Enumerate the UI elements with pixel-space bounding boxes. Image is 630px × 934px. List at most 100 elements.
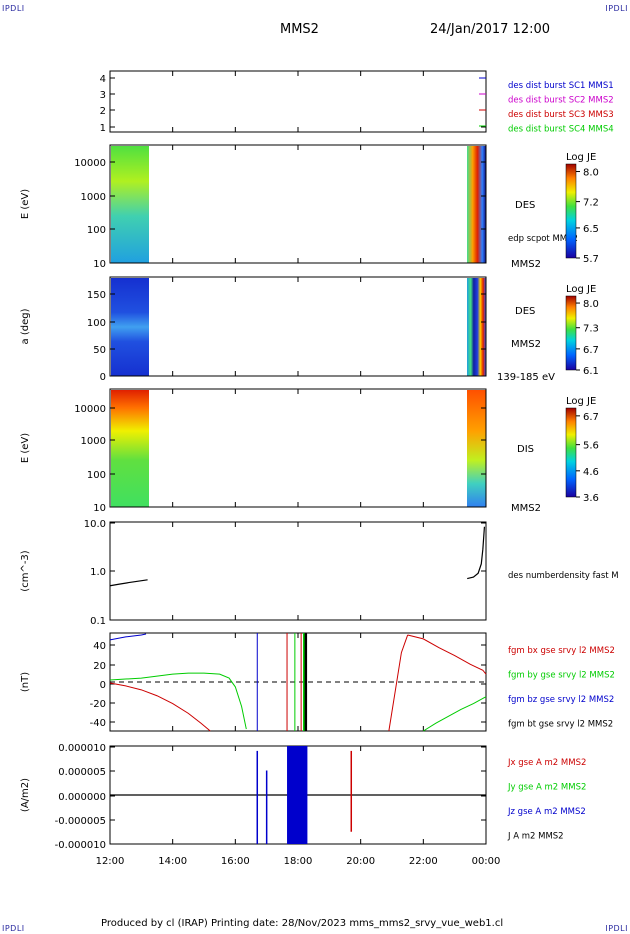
legend-burst-2: des dist burst SC3 MMS3 <box>508 110 614 120</box>
ytick-label: 20 <box>93 661 106 672</box>
series-by-b <box>423 696 487 732</box>
ylabel-dis-energy: E (eV) <box>20 433 31 463</box>
side-label-dis-energy-0: DIS <box>517 444 534 455</box>
colorbar-title-dis-energy: Log JE <box>566 396 596 407</box>
ytick-label: 3 <box>100 90 106 101</box>
panel-frame-des-pitch <box>109 276 487 377</box>
ytick-label: -20 <box>90 699 106 710</box>
side-label-des-pitch-0: DES <box>515 306 535 317</box>
colorbar-tick-label: 7.3 <box>583 324 599 335</box>
des-energy-block-early <box>111 146 149 263</box>
side-label-des-pitch-2: 139-185 eV <box>497 372 555 383</box>
side-label-dis-energy-1: MMS2 <box>511 503 541 514</box>
legend-current-2: Jz gse A m2 MMS2 <box>507 807 586 817</box>
ytick-label: 0.1 <box>90 616 106 627</box>
series-density-late <box>467 526 486 580</box>
legend-burst-0: des dist burst SC1 MMS1 <box>508 81 614 91</box>
colorbar-des-pitch <box>565 295 577 371</box>
ytick-label: 100 <box>87 225 106 236</box>
colorbar-title-des-pitch: Log JE <box>566 284 596 295</box>
colorbar-tick-label: 5.6 <box>583 441 599 452</box>
ytick-label: 50 <box>93 345 106 356</box>
ytick-label: -0.000010 <box>55 840 106 851</box>
ylabel-des-energy: E (eV) <box>20 189 31 219</box>
side-label-des-energy-2: MMS2 <box>511 259 541 270</box>
corner-mark-top-right: IPDLI <box>605 4 628 13</box>
colorbar-tick-label: 6.7 <box>583 412 599 423</box>
colorbar-tick-label: 6.1 <box>583 366 599 377</box>
legend-fgm-2: fgm bz gse srvy l2 MMS2 <box>508 695 614 705</box>
side-label-des-energy-1: edp scpot MMS2 <box>508 234 578 244</box>
ylabel-current: (A/m2) <box>20 778 31 812</box>
ytick-label: 10000 <box>74 158 106 169</box>
ylabel-density: (cm^-3) <box>20 550 31 591</box>
xtick-label: 12:00 <box>96 856 125 867</box>
series-bx-a <box>109 682 211 732</box>
panel-frame-des-energy <box>109 144 487 264</box>
datetime-title: 24/Jan/2017 12:00 <box>430 22 551 37</box>
panel-frame-density <box>109 521 487 621</box>
ytick-label: 10 <box>93 259 106 270</box>
corner-mark-bottom-left: IPDLI <box>2 924 25 933</box>
des-pitch-block-early <box>111 278 149 376</box>
spacecraft-title: MMS2 <box>280 22 319 37</box>
colorbar-tick-label: 7.2 <box>583 198 599 209</box>
xtick-label: 20:00 <box>346 856 375 867</box>
dis-energy-block-late <box>467 390 486 507</box>
xtick-label: 16:00 <box>221 856 250 867</box>
legend-fgm-3: fgm bt gse srvy l2 MMS2 <box>508 720 613 730</box>
side-label-des-pitch-1: MMS2 <box>511 339 541 350</box>
series-bx-c <box>407 634 487 675</box>
ytick-label: 2 <box>100 106 106 117</box>
panel-frame-dis-energy <box>109 388 487 508</box>
series-bz-a <box>109 633 147 641</box>
ytick-label: 1 <box>100 123 106 134</box>
legend-fgm-0: fgm bx gse srvy l2 MMS2 <box>508 646 615 656</box>
colorbar-dis-energy <box>565 407 577 498</box>
corner-mark-top-left: IPDLI <box>2 4 25 13</box>
xtick-label: 22:00 <box>409 856 438 867</box>
ylabel-des-pitch: a (deg) <box>20 308 31 344</box>
ytick-label: 100 <box>87 470 106 481</box>
ytick-label: 4 <box>100 74 106 85</box>
ytick-label: 0 <box>100 372 106 383</box>
ytick-label: 0 <box>100 680 106 691</box>
ylabel-fgm: (nT) <box>20 672 31 692</box>
des-pitch-block-late <box>467 278 486 376</box>
colorbar-tick-label: 5.7 <box>583 254 599 265</box>
colorbar-title-des-energy: Log JE <box>566 152 596 163</box>
xtick-label: 14:00 <box>158 856 187 867</box>
ytick-label: -40 <box>90 718 106 729</box>
ytick-label: 10.0 <box>84 519 106 530</box>
series-density-early <box>109 579 148 587</box>
colorbar-tick-label: 6.5 <box>583 224 599 235</box>
colorbar-tick-label: 8.0 <box>583 168 599 179</box>
legend-current-1: Jy gse A m2 MMS2 <box>507 783 586 793</box>
ytick-label: 1.0 <box>90 567 106 578</box>
des-energy-block-late <box>467 146 486 263</box>
dis-energy-block-early <box>111 390 149 507</box>
colorbar-tick-label: 4.6 <box>583 467 599 478</box>
series-by-a <box>109 672 247 730</box>
ytick-label: 0.000000 <box>58 792 106 803</box>
colorbar-des-energy <box>565 163 577 259</box>
series-bx-b <box>388 634 409 732</box>
ytick-label: 0.000005 <box>58 767 106 778</box>
legend-current-3: J A m2 MMS2 <box>507 832 564 842</box>
ytick-label: 1000 <box>81 192 106 203</box>
xtick-label: 18:00 <box>284 856 313 867</box>
ytick-label: 10 <box>93 503 106 514</box>
ytick-label: 1000 <box>81 436 106 447</box>
ytick-label: 10000 <box>74 404 106 415</box>
ytick-label: 40 <box>93 641 106 652</box>
ytick-label: 100 <box>87 318 106 329</box>
legend-fgm-1: fgm by gse srvy l2 MMS2 <box>508 671 615 681</box>
current-burst-block <box>287 746 308 844</box>
legend-density: des numberdensity fast M <box>508 571 619 581</box>
xtick-label: 00:00 <box>472 856 501 867</box>
panel-frame-burst <box>109 70 487 133</box>
colorbar-tick-label: 6.7 <box>583 345 599 356</box>
ytick-label: 150 <box>87 290 106 301</box>
colorbar-tick-label: 8.0 <box>583 299 599 310</box>
